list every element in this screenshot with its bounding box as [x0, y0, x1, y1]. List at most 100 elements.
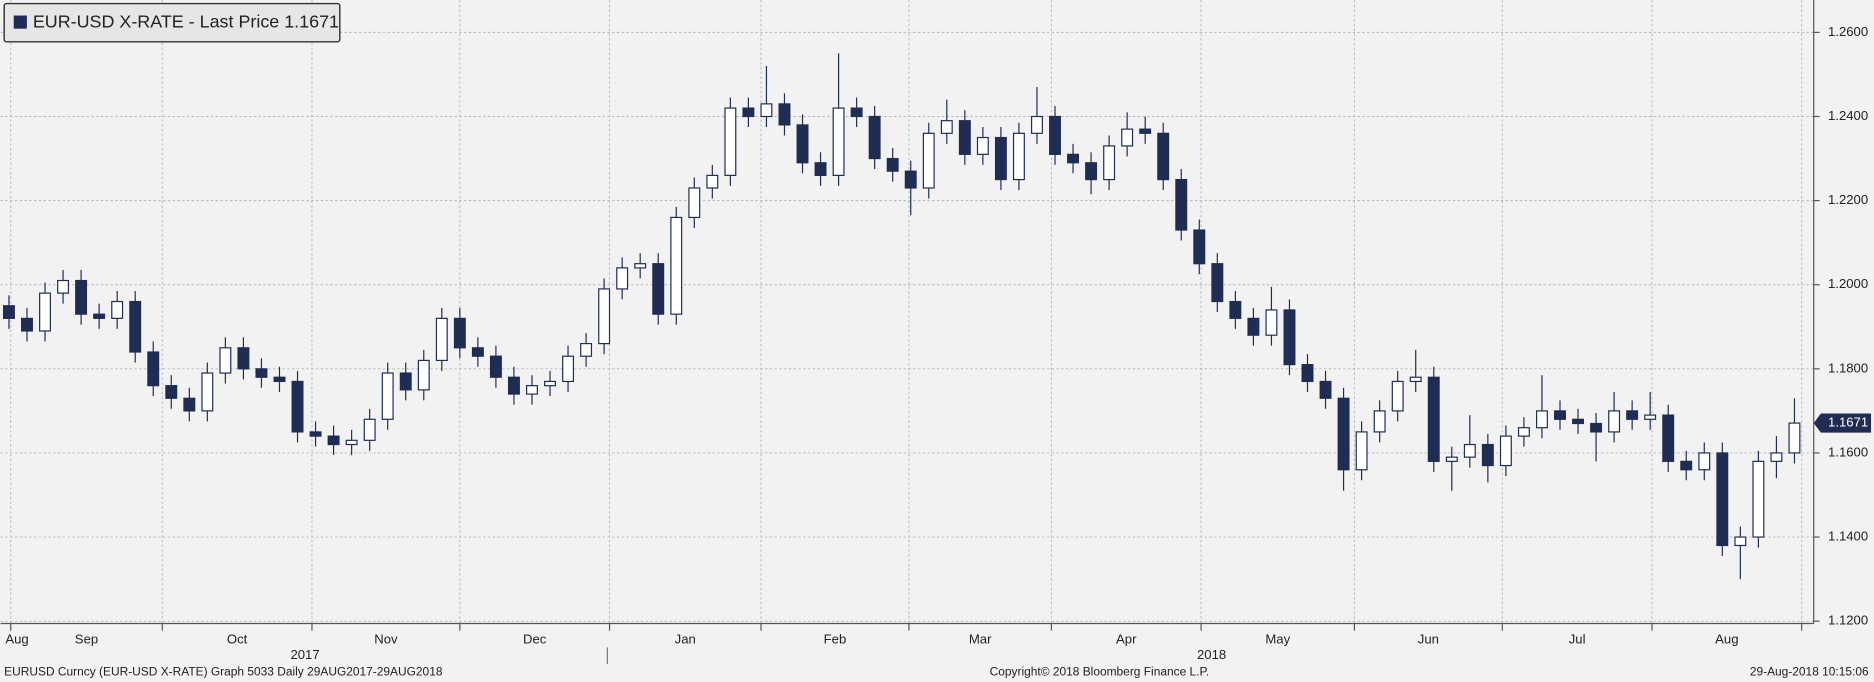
candle-body [1337, 397, 1350, 471]
candle-body [1085, 162, 1098, 181]
candle-body [1752, 460, 1765, 538]
candle-body [580, 343, 593, 357]
candle-body [634, 263, 647, 269]
candle-body [544, 380, 556, 387]
candle-body [1139, 128, 1152, 134]
candle-body [1229, 300, 1242, 319]
candle-body [1734, 536, 1747, 547]
candle-body [57, 279, 70, 294]
candle-body [1373, 410, 1386, 433]
candle-body [309, 431, 322, 437]
candle-body [1662, 414, 1675, 462]
last-price-marker [1813, 413, 1872, 433]
candle-body [183, 397, 196, 412]
footer-left: EURUSD Curncy (EUR-USD X-RATE) Graph 503… [4, 665, 443, 679]
x-tick-label: Nov [374, 632, 398, 647]
x-tick-label: Jan [675, 632, 696, 647]
candle-body [994, 136, 1007, 181]
candle-body [1319, 380, 1332, 399]
legend-box [3, 2, 341, 43]
candle-body [111, 300, 124, 319]
candle-body [868, 115, 881, 160]
candle-body [760, 103, 773, 118]
candle-body [922, 132, 935, 189]
candle-body [724, 107, 737, 176]
candle-body [1193, 229, 1206, 265]
candle-body [1644, 414, 1657, 420]
candle-body [381, 372, 394, 420]
candle-body [21, 317, 33, 332]
x-tick-label: Feb [824, 632, 847, 647]
candle-body [1067, 153, 1080, 164]
last-price-label: 1.1671 [1828, 415, 1868, 430]
candle-body [652, 263, 665, 315]
candle-body [1535, 410, 1548, 429]
candle-body [327, 435, 340, 446]
candle-body [1211, 263, 1224, 303]
candle-body [1499, 435, 1512, 467]
candle-body [1463, 443, 1476, 458]
candle-body [489, 355, 502, 378]
candle-body [670, 216, 683, 315]
candle-body [976, 136, 989, 155]
x-tick-label: Dec [523, 632, 547, 647]
candle-body [1590, 422, 1603, 433]
y-tick-label: 1.1400 [1828, 529, 1868, 544]
candle-body [1517, 427, 1530, 437]
y-tick-label: 1.2200 [1828, 192, 1868, 207]
candle-body [1391, 380, 1404, 412]
candle-body [75, 279, 88, 315]
candle-body [1355, 431, 1368, 471]
candle-body [616, 267, 629, 290]
candle-body [1103, 145, 1116, 181]
candle-body [940, 120, 953, 134]
candle-body [255, 368, 268, 378]
candle-body [291, 380, 304, 433]
candle-body [1301, 364, 1314, 383]
candle-body [742, 107, 755, 118]
candle-body [237, 347, 250, 370]
candle-body [165, 385, 178, 399]
x-tick-label: May [1265, 632, 1290, 647]
candle-body [1247, 317, 1260, 336]
candle-body [1788, 422, 1801, 454]
candle-body [1680, 460, 1693, 471]
candle-body [598, 288, 611, 345]
candle-body [1265, 309, 1278, 336]
candle-body [1481, 443, 1494, 467]
footer-center: Copyright© 2018 Bloomberg Finance L.P. [990, 665, 1210, 679]
legend-swatch [13, 15, 27, 29]
candle-body [93, 313, 106, 319]
candle-body [1608, 410, 1621, 433]
candle-body [219, 347, 232, 374]
candle-body [832, 107, 845, 176]
candle-body [562, 355, 575, 383]
candle-body [1572, 418, 1585, 425]
y-tick-label: 1.2600 [1828, 24, 1868, 39]
candle-body [1445, 456, 1458, 462]
candle-body [1121, 128, 1134, 147]
candle-body [526, 385, 538, 395]
footer-right: 29-Aug-2018 10:15:06 [1750, 665, 1869, 679]
y-tick-label: 1.1800 [1828, 360, 1868, 375]
candle-body [147, 351, 160, 387]
candle-body [706, 174, 719, 189]
candle-body [363, 418, 376, 441]
candle-body [39, 292, 51, 332]
candle-body [1626, 410, 1639, 420]
x-tick-label: Jul [1569, 632, 1586, 647]
candle-body [1427, 376, 1440, 462]
candle-body [1157, 132, 1170, 181]
year-label: 2018 [1197, 647, 1226, 662]
legend: EUR-USD X-RATE - Last Price 1.1671 [3, 2, 341, 43]
legend-title: EUR-USD X-RATE - Last Price 1.1671 [33, 11, 339, 31]
candle-body [778, 103, 791, 126]
y-tick-label: 1.2400 [1828, 108, 1868, 123]
year-label: 2017 [290, 647, 319, 662]
candle-body [814, 162, 827, 176]
x-tick-label: Apr [1116, 632, 1137, 647]
candle-body [273, 376, 286, 383]
candle-body [850, 107, 863, 118]
candle-body [453, 317, 466, 349]
